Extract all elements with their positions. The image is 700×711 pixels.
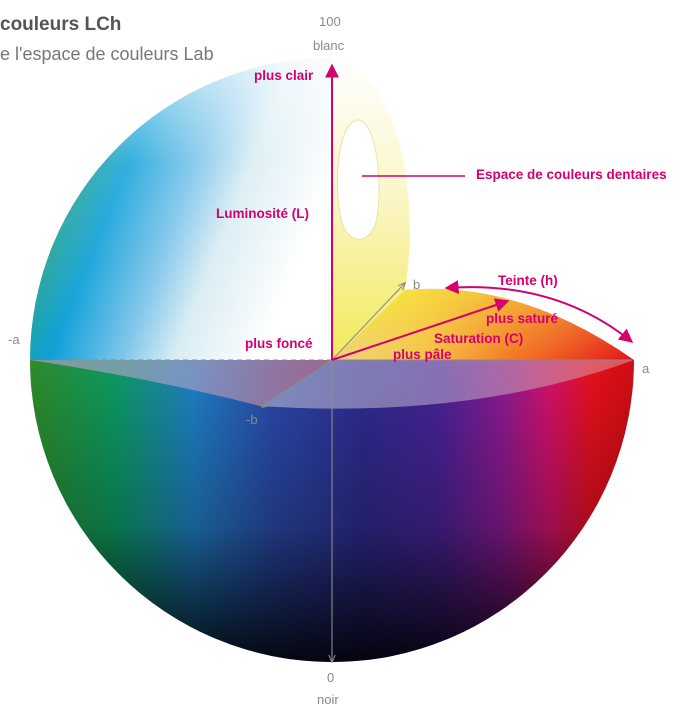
hue-label: Teinte (h)	[498, 273, 558, 288]
b-axis-positive	[331, 283, 405, 361]
luminosity-label: Luminosité (L)	[216, 206, 309, 221]
bottom-value-label: 0	[327, 670, 335, 685]
darker-label: plus foncé	[245, 336, 313, 351]
axes	[30, 283, 632, 662]
b-axis-negative	[262, 359, 333, 407]
pos-a-axis-label: a	[642, 361, 650, 376]
neg-b-axis-label: -b	[246, 412, 258, 427]
paler-label: plus pâle	[393, 347, 452, 362]
top-name-label: blanc	[313, 38, 345, 53]
hue-arc-arrow	[444, 280, 634, 343]
diagram-title: couleurs LCh	[0, 14, 122, 35]
upper-hemisphere-highlight	[30, 58, 332, 360]
equator-disc	[30, 360, 332, 406]
cutaway-disc	[260, 360, 634, 409]
saturation-label: Saturation (C)	[434, 331, 524, 346]
neg-a-axis-label: -a	[8, 332, 20, 347]
bottom-name-label: noir	[317, 692, 339, 707]
more-saturated-label: plus saturé	[486, 311, 559, 326]
dental-space-label: Espace de couleurs dentaires	[476, 167, 667, 182]
diagram-subtitle: e l'espace de couleurs Lab	[0, 44, 214, 64]
lighter-label: plus clair	[254, 68, 314, 83]
pos-b-axis-label: b	[413, 277, 421, 292]
annotation-lines	[325, 63, 634, 361]
top-value-label: 100	[319, 14, 341, 29]
dental-color-space	[336, 119, 380, 240]
